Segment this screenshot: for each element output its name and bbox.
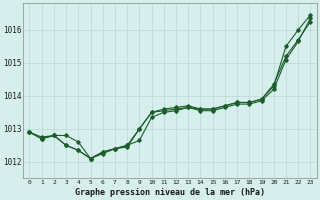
X-axis label: Graphe pression niveau de la mer (hPa): Graphe pression niveau de la mer (hPa) bbox=[75, 188, 265, 197]
